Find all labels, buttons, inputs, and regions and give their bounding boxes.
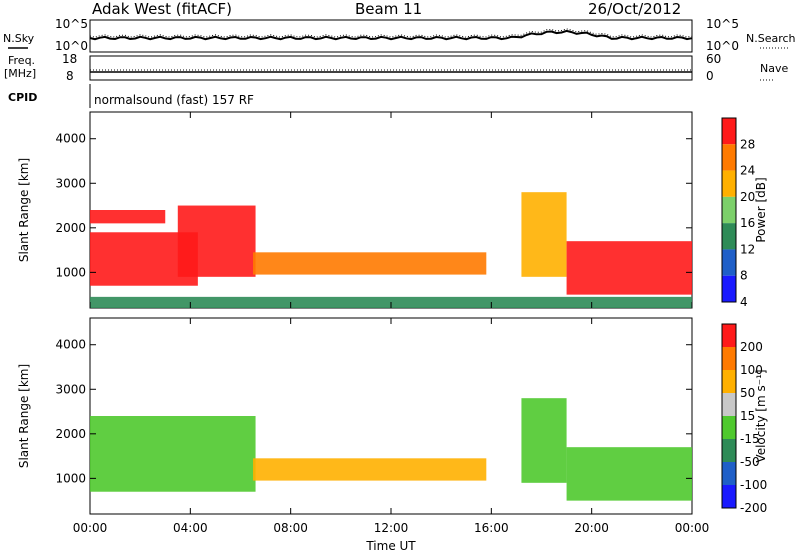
y-tick-label: 3000 xyxy=(55,176,86,190)
velocity-data-layer xyxy=(90,398,692,501)
colorbar-swatch xyxy=(722,144,736,171)
time-axis-ticks: 00:00 04:00 08:00 12:00 16:00 20:00 00:00 xyxy=(73,112,710,535)
colorbar-tick-label: 8 xyxy=(740,269,748,283)
freq-left-label-1: Freq. xyxy=(8,54,35,67)
colorbar-swatch xyxy=(722,196,736,224)
date-label: 26/Oct/2012 xyxy=(588,0,681,18)
velocity-y-ticks: 1000 2000 3000 4000 xyxy=(55,338,692,485)
y-tick-label: 4000 xyxy=(55,338,86,352)
freq-right-tick-top: 60 xyxy=(706,52,721,66)
data-region xyxy=(177,205,256,277)
colorbar-tick-label: 24 xyxy=(740,164,755,178)
noise-left-tick-bottom: 10^0 xyxy=(55,39,88,53)
power-colorbar: 4 8 12 16 20 24 28 xyxy=(721,117,755,309)
freq-panel-frame xyxy=(89,55,693,81)
colorbar-frame xyxy=(721,117,737,303)
colorbar-swatch xyxy=(722,370,736,393)
data-region xyxy=(566,447,692,501)
colorbar-tick-label: 12 xyxy=(740,242,755,256)
colorbar-tick-label: 16 xyxy=(740,216,755,230)
colorbar-tick-label: 100 xyxy=(740,363,763,377)
colorbar-swatch xyxy=(722,324,736,347)
colorbar-swatch xyxy=(722,275,736,302)
colorbar-tick-label: -100 xyxy=(740,478,767,492)
colorbar-tick-label: 15 xyxy=(740,409,755,423)
x-tick-label: 08:00 xyxy=(273,521,308,535)
cpid-value: normalsound (fast) 157 RF xyxy=(94,93,254,107)
noise-left-label: N.Sky xyxy=(3,32,35,45)
x-tick-label: 00:00 xyxy=(675,521,710,535)
colorbar-tick-label: 20 xyxy=(740,190,755,204)
data-region xyxy=(521,398,567,483)
colorbar-tick-label: 200 xyxy=(740,340,763,354)
colorbar-tick-label: -15 xyxy=(740,432,760,446)
colorbar-swatch xyxy=(722,170,736,197)
colorbar-swatch xyxy=(722,462,736,485)
data-region xyxy=(90,416,256,492)
colorbar-swatch xyxy=(722,249,736,276)
velocity-colorbar-label: Velocity [m s⁻¹] xyxy=(754,369,768,462)
freq-right-tick-bottom: 0 xyxy=(706,69,714,83)
colorbar-swatch xyxy=(722,347,736,370)
y-tick-label: 3000 xyxy=(55,382,86,396)
colorbar-swatch xyxy=(722,485,736,508)
colorbar-tick-label: 28 xyxy=(740,137,755,151)
colorbar-swatch xyxy=(722,118,736,145)
noise-right-tick-bottom: 10^0 xyxy=(706,39,739,53)
beam-label: Beam 11 xyxy=(355,0,422,18)
freq-right-label: Nave xyxy=(760,62,788,75)
data-region xyxy=(253,458,487,481)
freq-left-label-2: [MHz] xyxy=(4,67,36,80)
colorbar-swatch xyxy=(722,416,736,439)
colorbar-swatch xyxy=(722,223,736,250)
data-region xyxy=(253,252,487,275)
colorbar-tick-label: -200 xyxy=(740,501,767,515)
noise-sky-line xyxy=(89,29,693,41)
y-tick-label: 2000 xyxy=(55,221,86,235)
cpid-label: CPID xyxy=(8,91,37,104)
colorbar-swatch xyxy=(722,393,736,416)
noise-left-tick-top: 10^5 xyxy=(55,17,88,31)
x-tick-label: 00:00 xyxy=(73,521,108,535)
freq-left-tick-bottom: 8 xyxy=(66,69,74,83)
data-region xyxy=(521,192,567,277)
x-tick-label: 12:00 xyxy=(374,521,409,535)
colorbar-tick-label: 4 xyxy=(740,295,748,309)
data-region xyxy=(566,241,692,295)
data-region xyxy=(90,210,166,224)
colorbar-frame xyxy=(721,323,737,509)
velocity-y-label: Slant Range [km] xyxy=(17,364,31,468)
x-tick-label: 20:00 xyxy=(574,521,609,535)
freq-left-tick-top: 18 xyxy=(62,52,77,66)
power-y-label: Slant Range [km] xyxy=(17,158,31,262)
y-tick-label: 2000 xyxy=(55,427,86,441)
station-title: Adak West (fitACF) xyxy=(92,0,232,18)
velocity-colorbar: 200 100 50 15 -15 -50 -100 -200 xyxy=(721,323,767,515)
x-tick-label: 16:00 xyxy=(474,521,509,535)
colorbar-tick-label: 50 xyxy=(740,386,755,400)
colorbar-tick-label: -50 xyxy=(740,455,760,469)
noise-right-tick-top: 10^5 xyxy=(706,17,739,31)
y-tick-label: 1000 xyxy=(55,471,86,485)
x-tick-label: 04:00 xyxy=(173,521,208,535)
power-y-ticks: 1000 2000 3000 4000 xyxy=(55,132,692,279)
y-tick-label: 4000 xyxy=(55,132,86,146)
time-axis-label: Time UT xyxy=(365,539,416,553)
power-colorbar-label: Power [dB] xyxy=(754,177,768,242)
noise-right-label: N.Search xyxy=(746,32,796,45)
y-tick-label: 1000 xyxy=(55,265,86,279)
colorbar-swatch xyxy=(722,439,736,462)
